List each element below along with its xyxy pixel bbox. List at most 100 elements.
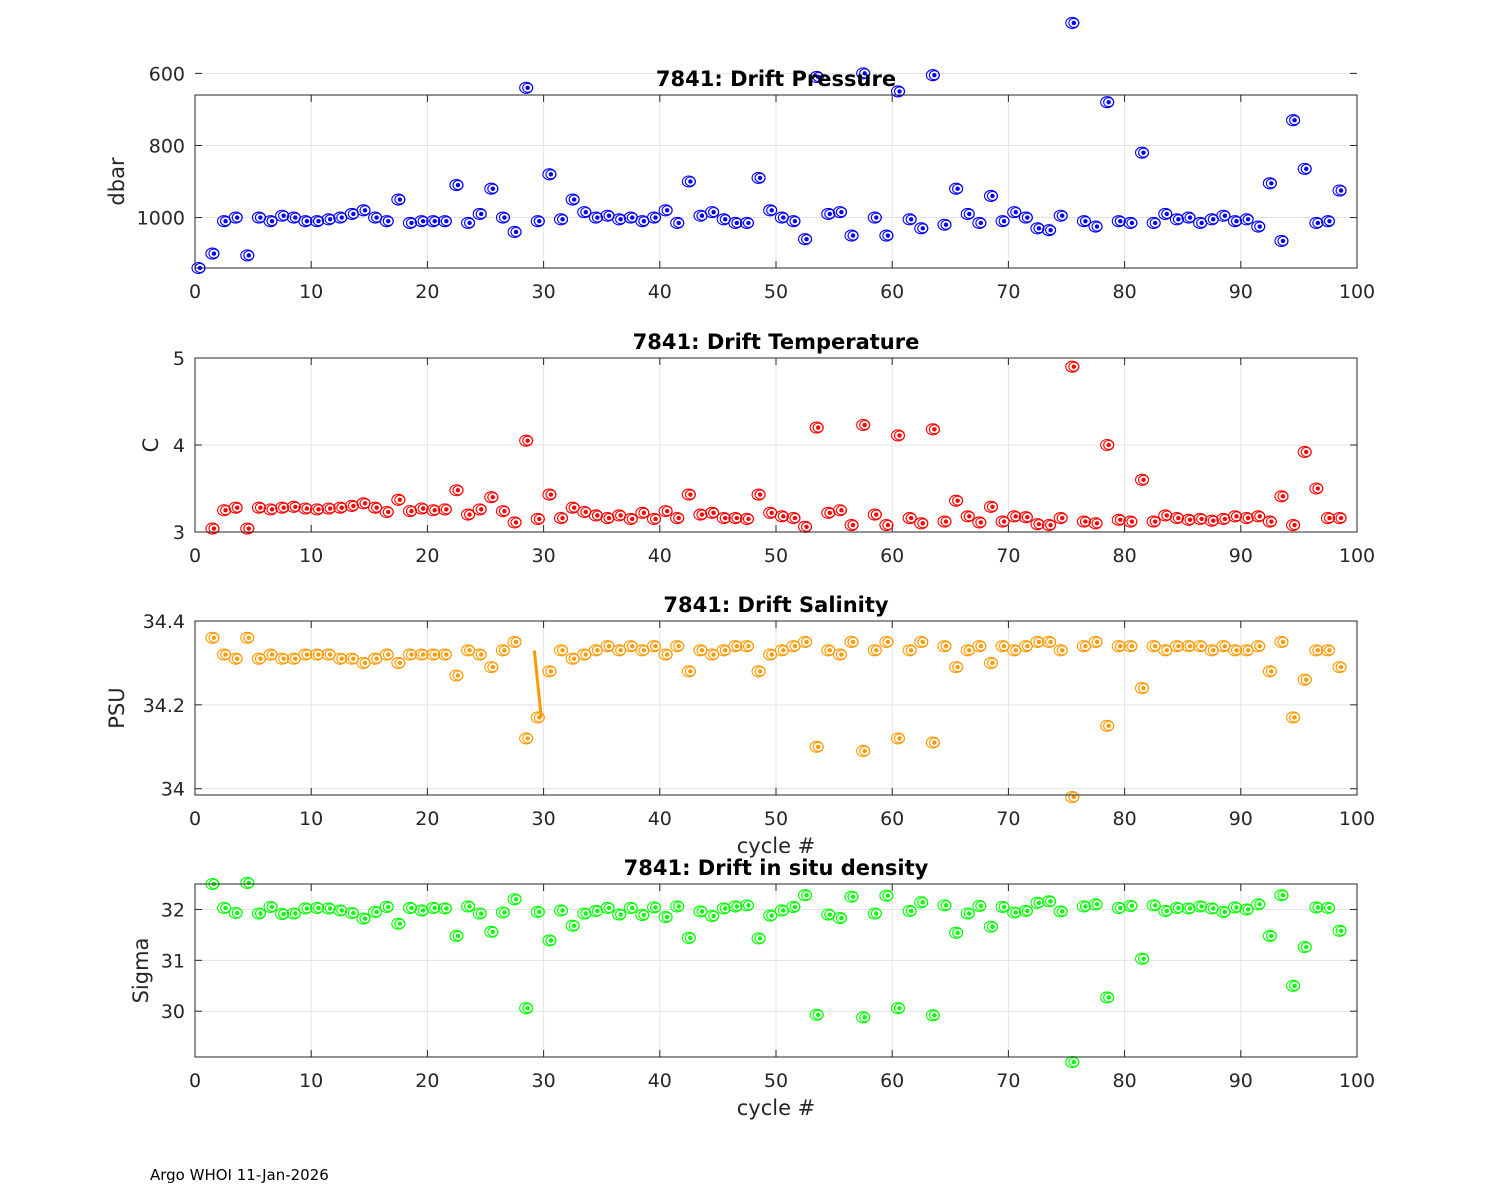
pressure-point-dot <box>211 251 217 256</box>
salinity-data-point <box>925 736 940 749</box>
density-point-dot <box>1118 905 1123 911</box>
temperature-x-tick-label: 70 <box>996 545 1020 567</box>
pressure-data-point <box>1286 114 1301 127</box>
pressure-data-point <box>914 222 929 235</box>
density-point-dot <box>885 893 891 898</box>
pressure-point-dot <box>664 208 670 213</box>
salinity-point-ring-inner <box>905 645 917 656</box>
temperature-data-point <box>1088 517 1103 530</box>
density-point-dot <box>874 911 879 916</box>
pressure-point-ring-inner <box>1335 185 1347 196</box>
salinity-data-point <box>495 644 510 657</box>
pressure-data-point <box>1030 222 1045 235</box>
density-data-point <box>1320 901 1335 914</box>
temperature-point-dot <box>688 492 693 497</box>
density-point-ring-inner <box>789 901 801 912</box>
pressure-point-dot <box>1304 166 1309 172</box>
temperature-data-point <box>1332 512 1347 525</box>
temperature-point-dot <box>525 438 530 443</box>
temperature-point-ring-inner <box>359 498 371 509</box>
pressure-data-point <box>379 215 394 228</box>
salinity-point-dot <box>316 652 321 657</box>
temperature-point-ring-inner <box>649 513 662 525</box>
salinity-data-point <box>437 648 452 661</box>
temperature-point-dot <box>908 515 914 521</box>
temperature-point-ring-inner <box>568 502 580 513</box>
salinity-point-ring-inner <box>952 662 964 673</box>
salinity-point-dot <box>781 648 786 653</box>
temperature-point-ring-inner <box>777 511 789 522</box>
temperature-data-point <box>1076 515 1091 528</box>
salinity-data-point <box>1030 635 1045 649</box>
salinity-x-tick-label: 20 <box>415 808 439 830</box>
salinity-point-ring-inner <box>847 636 859 648</box>
salinity-data-point <box>530 711 545 724</box>
density-point-dot <box>1327 905 1332 911</box>
density-point-ring-inner <box>1254 899 1266 910</box>
salinity-axes-box <box>194 620 1358 796</box>
density-point-dot <box>502 910 507 915</box>
temperature-point-dot <box>513 520 519 525</box>
density-point-ring-inner <box>649 902 662 913</box>
pressure-point-ring-inner <box>231 212 243 223</box>
temperature-point-dot <box>1152 519 1158 524</box>
density-point-dot <box>386 904 391 910</box>
density-point-dot <box>525 1005 530 1011</box>
temperature-point-ring-inner <box>243 523 255 534</box>
salinity-point-ring-inner <box>1079 641 1091 652</box>
density-point-dot <box>467 904 472 909</box>
density-x-tick-label: 10 <box>299 1070 323 1092</box>
density-point-ring-inner <box>847 891 859 902</box>
pressure-point-ring-inner <box>1010 207 1022 218</box>
salinity-data-point <box>461 644 476 657</box>
temperature-point-dot <box>1304 449 1309 455</box>
density-point-ring-inner <box>696 906 708 917</box>
density-point-dot <box>1304 944 1309 950</box>
density-data-point <box>600 901 615 914</box>
temperature-data-point <box>890 429 906 442</box>
temperature-point-dot <box>757 492 763 497</box>
temperature-point-ring-inner <box>1312 483 1324 494</box>
density-point-dot <box>1013 910 1018 915</box>
density-point-dot <box>432 905 437 911</box>
temperature-data-point <box>658 505 673 518</box>
density-point-ring-inner <box>1010 907 1022 918</box>
pressure-x-tick-label: 50 <box>764 281 788 303</box>
temperature-point-ring-inner <box>1277 491 1289 502</box>
pressure-x-tick-label: 20 <box>415 281 439 303</box>
salinity-point-ring-inner <box>731 641 743 652</box>
salinity-point-dot <box>850 639 856 645</box>
temperature-point-dot <box>978 520 984 525</box>
temperature-point-ring-inner <box>928 424 940 435</box>
temperature-point-dot <box>595 513 600 518</box>
pressure-point-ring-inner <box>1068 17 1080 28</box>
salinity-point-dot <box>746 643 751 649</box>
salinity-point-ring-inner <box>789 641 801 652</box>
pressure-x-tick-label: 90 <box>1229 281 1253 303</box>
temperature-point-dot <box>1118 517 1123 523</box>
salinity-data-point <box>693 644 708 657</box>
temperature-point-ring-inner <box>1137 474 1150 485</box>
salinity-data-point <box>368 652 383 665</box>
density-point-dot <box>537 909 542 915</box>
pressure-data-point <box>856 67 871 80</box>
temperature-data-point <box>902 512 917 525</box>
temperature-point-dot <box>502 508 507 514</box>
salinity-point-dot <box>502 648 507 653</box>
pressure-data-point <box>670 216 685 229</box>
salinity-point-dot <box>618 648 623 653</box>
pressure-point-ring-inner <box>766 205 778 216</box>
temperature-point-ring-inner <box>371 502 383 513</box>
temperature-data-point <box>286 500 301 513</box>
pressure-data-point <box>612 213 627 226</box>
temperature-point-ring-inner <box>475 504 487 515</box>
density-data-point <box>925 1009 940 1022</box>
salinity-point-dot <box>641 648 647 653</box>
temperature-data-point <box>983 500 999 513</box>
salinity-point-dot <box>444 652 449 657</box>
density-data-point <box>1274 889 1289 902</box>
density-point-dot <box>1025 908 1030 914</box>
salinity-point-dot <box>595 648 600 653</box>
temperature-data-point <box>809 421 824 434</box>
temperature-point-dot <box>1001 519 1007 524</box>
